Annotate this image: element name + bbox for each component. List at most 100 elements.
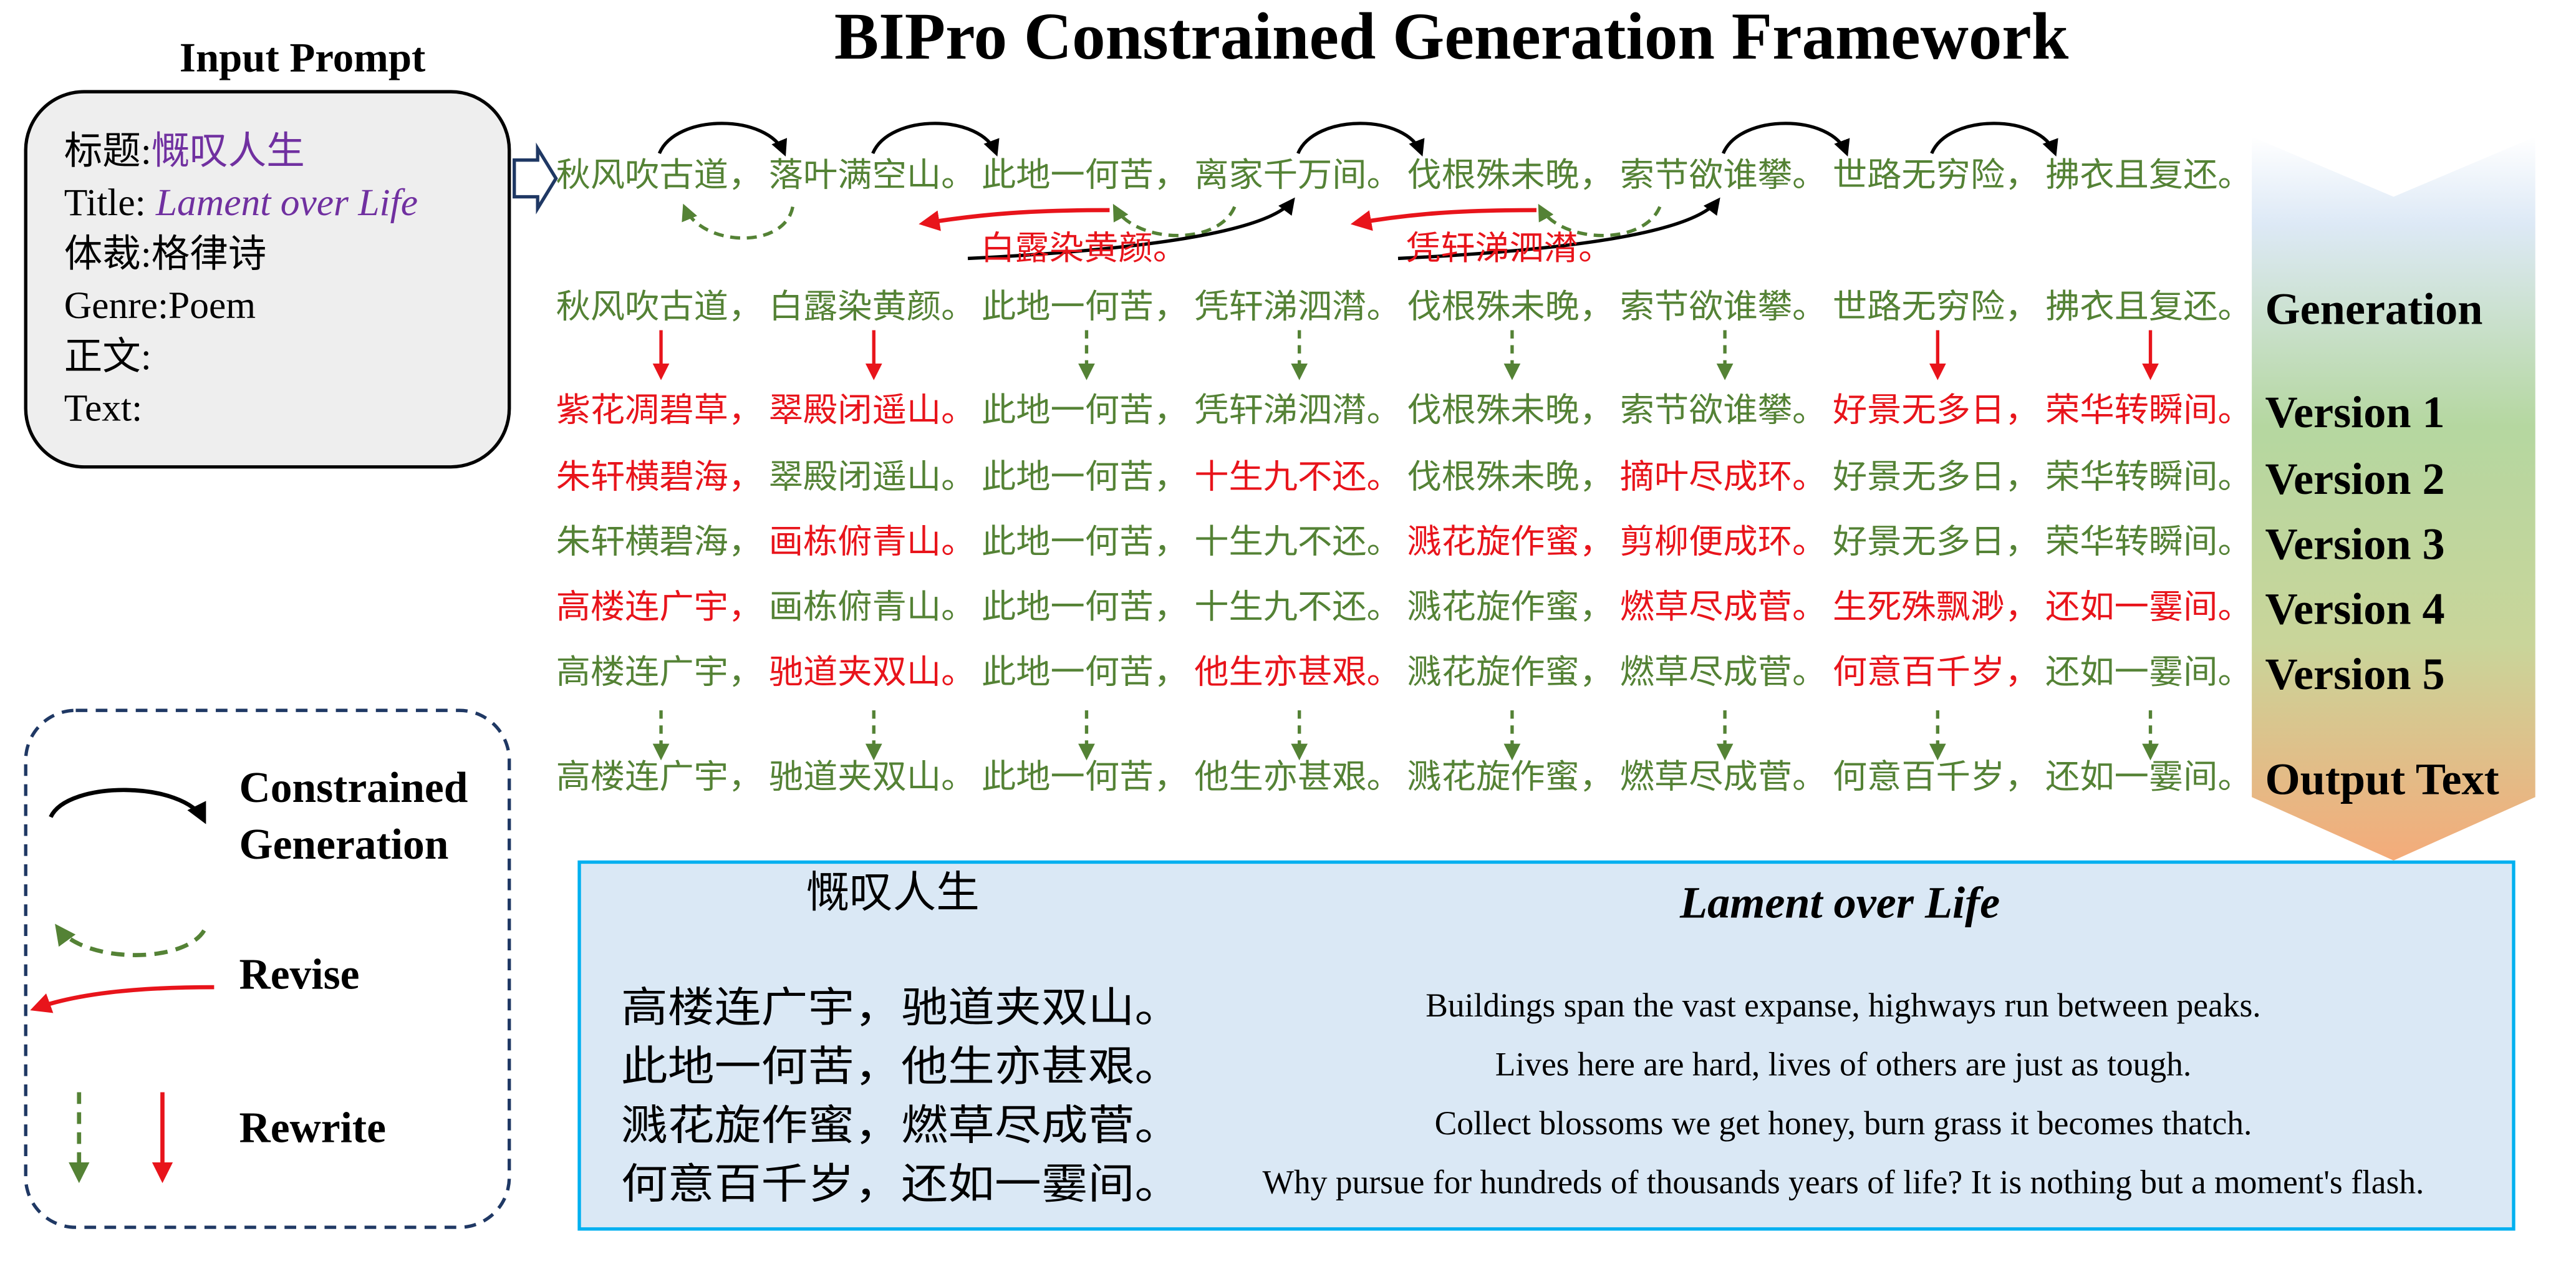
version-label: Output Text bbox=[2265, 754, 2499, 804]
poem-segment: 驰道夹双山。 bbox=[769, 653, 976, 690]
output-panel bbox=[577, 860, 2516, 1231]
legend-label: Rewrite bbox=[239, 1104, 386, 1152]
poem-title-zh: 慨叹人生 bbox=[806, 869, 980, 917]
poem-lines: 高楼连广宇，驰道夹双山。此地一何苦，他生亦甚艰。溅花旋作蜜，燃草尽成菅。何意百千… bbox=[621, 985, 2424, 1208]
prompt-key: 标题: bbox=[64, 130, 152, 173]
poem-segment: 拂衣且复还。 bbox=[2045, 156, 2252, 193]
prompt-line: Title: Lament over Life bbox=[64, 181, 418, 224]
poem-segment: 翠殿闭遥山。 bbox=[769, 458, 976, 495]
poem-segment: 何意百千岁， bbox=[1833, 653, 2040, 690]
legend-revise-dashed bbox=[55, 924, 206, 957]
poem-segment: 世路无穷险， bbox=[1833, 288, 2040, 326]
constrained-arrow bbox=[1721, 122, 1850, 157]
legend-label: Revise bbox=[239, 951, 360, 999]
poem-segment: 驰道夹双山。 bbox=[769, 758, 976, 796]
poem-segment: 高楼连广宇， bbox=[556, 758, 763, 796]
constrained-arrow bbox=[657, 122, 787, 157]
prompt-lines: 标题:慨叹人生 Title: Lament over Life 体裁:格律诗 Genre… bbox=[64, 130, 418, 430]
prompt-line: Genre:Poem bbox=[64, 284, 256, 327]
poem-segment: 画栋俯青山。 bbox=[769, 523, 976, 561]
poem-segment: 索节欲谁攀。 bbox=[1620, 391, 1827, 428]
draft-arrows bbox=[657, 122, 2058, 261]
poem-segment: 凭轩涕泗潸。 bbox=[1194, 288, 1401, 326]
legend-box bbox=[24, 708, 511, 1229]
poem-segment: 好景无多日， bbox=[1833, 523, 2040, 561]
poem-segment: 何意百千岁， bbox=[1833, 758, 2040, 796]
prompt-line: 体裁:格律诗 bbox=[64, 233, 267, 276]
constrained-arrow bbox=[967, 197, 1295, 261]
poem-segment: 燃草尽成菅。 bbox=[1620, 588, 1827, 625]
constrained-arrow bbox=[1296, 122, 1425, 157]
poem-line-zh: 高楼连广宇，驰道夹双山。 bbox=[621, 985, 1181, 1031]
poem-segment: 他生亦甚艰。 bbox=[1194, 653, 1401, 690]
legend-constrained-arrow bbox=[49, 788, 206, 824]
input-arrow bbox=[513, 142, 558, 215]
poem-segment: 高楼连广宇， bbox=[556, 588, 763, 625]
poem-segment: 世路无穷险， bbox=[1833, 156, 2040, 193]
poem-segment: 燃草尽成菅。 bbox=[1620, 653, 1827, 690]
poem-segment: 溅花旋作蜜， bbox=[1407, 523, 1614, 561]
poem-line-en: Why pursue for hundreds of thousands yea… bbox=[1263, 1163, 2424, 1200]
poem-segment: 十生九不还。 bbox=[1194, 458, 1401, 495]
poem-segment: 索节欲谁攀。 bbox=[1620, 288, 1827, 326]
prompt-key: 体裁:格律诗 bbox=[64, 233, 267, 276]
poem-rows: 秋风吹古道， 落叶满空山。 此地一何苦， 离家千万间。 伐根殊未晚， 索节欲谁攀。 世路无穷… bbox=[556, 156, 2499, 804]
poem-segment: 生死殊飘渺， bbox=[1833, 588, 2040, 625]
prompt-line: 正文: bbox=[64, 335, 152, 378]
poem-segment: 凭轩涕泗潸。 bbox=[1406, 229, 1613, 267]
poem-segment: 此地一何苦， bbox=[982, 391, 1189, 428]
poem-line-en: Buildings span the vast expanse, highway… bbox=[1425, 987, 2260, 1024]
poem-line-en: Collect blossoms we get honey, burn gras… bbox=[1435, 1104, 2252, 1142]
poem-title-en: Lament over Life bbox=[1679, 877, 2000, 927]
constrained-arrow bbox=[1930, 122, 2058, 157]
poem-segment: 溅花旋作蜜， bbox=[1407, 588, 1614, 625]
poem-segment: 还如一霎间。 bbox=[2045, 653, 2252, 690]
poem-segment: 溅花旋作蜜， bbox=[1407, 758, 1614, 796]
version-label: Version 2 bbox=[2265, 454, 2445, 504]
poem-segment: 白露染黄颜。 bbox=[980, 229, 1187, 267]
poem-segment: 此地一何苦， bbox=[982, 288, 1189, 326]
poem-line-zh: 何意百千岁，还如一霎间。 bbox=[621, 1162, 1181, 1208]
poem-segment: 荣华转瞬间。 bbox=[2045, 458, 2252, 495]
poem-segment: 还如一霎间。 bbox=[2045, 758, 2252, 796]
poem-segment: 伐根殊未晚， bbox=[1407, 288, 1614, 326]
revise-dashed bbox=[1112, 203, 1237, 238]
prompt-key: 正文: bbox=[64, 335, 152, 378]
poem-segment: 燃草尽成菅。 bbox=[1620, 758, 1827, 796]
poem-segment: 画栋俯青山。 bbox=[769, 588, 976, 625]
poem-segment: 他生亦甚艰。 bbox=[1194, 758, 1401, 796]
prompt-value: 慨叹人生 bbox=[152, 130, 305, 173]
poem-segment: 此地一何苦， bbox=[982, 523, 1189, 561]
poem-segment: 好景无多日， bbox=[1833, 458, 2040, 495]
poem-segment: 十生九不还。 bbox=[1194, 588, 1401, 625]
poem-segment: 落叶满空山。 bbox=[769, 156, 976, 193]
poem-segment: 此地一何苦， bbox=[982, 156, 1189, 193]
poem-segment: 翠殿闭遥山。 bbox=[769, 391, 976, 428]
legend-texts: Constrained Generation Revise Rewrite bbox=[239, 764, 468, 1152]
poem-segment: 荣华转瞬间。 bbox=[2045, 391, 2252, 428]
legend-label: Generation bbox=[239, 821, 449, 869]
legend-revise-arrow bbox=[30, 985, 215, 1013]
poem-segment: 溅花旋作蜜， bbox=[1407, 653, 1614, 690]
poem-segment: 秋风吹古道， bbox=[556, 156, 763, 193]
revise-arrow bbox=[1350, 208, 1536, 231]
constrained-arrow bbox=[1397, 197, 1720, 261]
constrained-arrow bbox=[871, 122, 1000, 157]
poem-segment: 剪柳便成环。 bbox=[1620, 523, 1827, 561]
poem-line-zh: 此地一何苦，他生亦甚艰。 bbox=[621, 1044, 1181, 1090]
poem-line-zh: 溅花旋作蜜，燃草尽成菅。 bbox=[621, 1103, 1181, 1149]
poem-segment: 伐根殊未晚， bbox=[1407, 458, 1614, 495]
poem-segment: 高楼连广宇， bbox=[556, 653, 763, 690]
version-label: Version 3 bbox=[2265, 519, 2445, 569]
prompt-box bbox=[24, 90, 511, 469]
flow-arrow bbox=[2252, 137, 2535, 861]
revise-arrow bbox=[919, 208, 1110, 231]
prompt-key: Text: bbox=[64, 387, 142, 430]
poem-segment: 此地一何苦， bbox=[982, 588, 1189, 625]
poem-segment: 伐根殊未晚， bbox=[1407, 156, 1614, 193]
prompt-line: 标题:慨叹人生 bbox=[64, 130, 305, 173]
poem-segment: 朱轩横碧海， bbox=[556, 458, 763, 495]
poem-segment: 伐根殊未晚， bbox=[1407, 391, 1614, 428]
poem-segment: 秋风吹古道， bbox=[556, 288, 763, 326]
